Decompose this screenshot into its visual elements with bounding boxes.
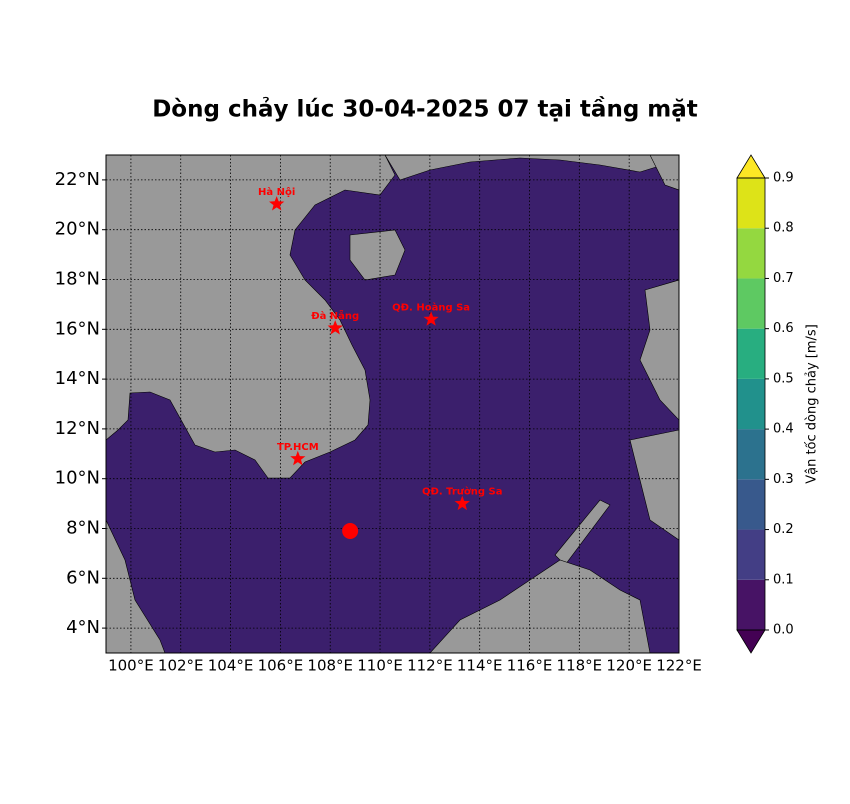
x-tick-label: 102°E [158, 657, 204, 675]
land [629, 429, 679, 541]
colorbar-tick-label: 0.1 [773, 572, 794, 587]
x-tick-label: 114°E [457, 657, 503, 675]
y-tick-label: 4°N [66, 617, 100, 638]
land [384, 155, 679, 181]
colorbar-bin [737, 429, 765, 480]
x-tick-label: 116°E [507, 657, 553, 675]
chart-title: Dòng chảy lúc 30-04-2025 07 tại tầng mặt [152, 96, 698, 123]
city-marker [290, 450, 306, 466]
colorbar-tick-label: 0.4 [773, 422, 794, 437]
colorbar-label: Vận tốc dòng chảy [m/s] [805, 324, 820, 484]
y-tick-label: 14°N [55, 368, 100, 389]
land [639, 279, 679, 421]
colorbar-bin [737, 178, 765, 229]
city-marker [269, 196, 285, 211]
y-tick-label: 20°N [55, 219, 100, 240]
y-tick-label: 18°N [55, 269, 100, 290]
colorbar-under [736, 629, 766, 654]
colorbar-bin [737, 378, 765, 430]
land [649, 155, 679, 191]
map-area: Hà Nội Đà Nẵng TP.HCM QĐ. Hoàng Sa QĐ. Trườn… [106, 155, 679, 653]
city-label: QĐ. Trường Sa [422, 486, 503, 498]
grid [106, 155, 679, 653]
x-tick-label: 104°E [208, 657, 254, 675]
x-tick-label: 100°E [108, 657, 154, 675]
y-tick-label: 16°N [55, 318, 100, 339]
colorbar-tick-label: 0.8 [773, 221, 794, 236]
city-label: TP.HCM [277, 442, 319, 453]
city-marker [327, 320, 343, 335]
city-label: QĐ. Hoàng Sa [392, 301, 470, 313]
colorbar-bin [737, 479, 765, 530]
point-marker [342, 522, 359, 539]
y-tick-label: 8°N [66, 518, 100, 539]
city-marker [423, 311, 439, 326]
x-tick-label: 122°E [656, 657, 702, 675]
colorbar-frame [736, 177, 766, 631]
colorbar-tick-label: 0.0 [773, 623, 794, 638]
plot-frame [105, 154, 680, 654]
colorbar-tick-label: 0.6 [773, 321, 794, 336]
x-tick-label: 120°E [606, 657, 652, 675]
colorbar-tick-label: 0.7 [773, 271, 794, 286]
x-tick-label: 118°E [557, 657, 603, 675]
colorbar-tick-label: 0.3 [773, 472, 794, 487]
land [349, 229, 406, 281]
colorbar-tick-label: 0.2 [773, 522, 794, 537]
colorbar-bin [737, 228, 765, 279]
x-tick-label: 112°E [407, 657, 453, 675]
markers: Hà Nội Đà Nẵng TP.HCM QĐ. Hoàng Sa QĐ. Trườn… [258, 186, 503, 539]
city-marker [454, 495, 470, 511]
x-tick-label: 108°E [307, 657, 353, 675]
y-tick-label: 10°N [55, 468, 100, 489]
colorbar-tick-label: 0.5 [773, 371, 794, 386]
land [106, 155, 396, 479]
x-tick-label: 106°E [258, 657, 304, 675]
city-label: Hà Nội [258, 186, 295, 198]
colorbar-bin [737, 328, 765, 379]
land [106, 519, 166, 653]
colorbar-bin [737, 579, 765, 630]
y-tick-label: 6°N [66, 567, 100, 588]
x-tick-label: 110°E [357, 657, 403, 675]
y-tick-label: 22°N [55, 169, 100, 190]
colorbar-tick-label: 0.9 [773, 171, 794, 186]
y-tick-label: 12°N [55, 418, 100, 439]
colorbar-over [736, 154, 766, 179]
city-label: Đà Nẵng [311, 309, 359, 322]
colorbar-bin [737, 529, 765, 580]
colorbar-bin [737, 278, 765, 329]
